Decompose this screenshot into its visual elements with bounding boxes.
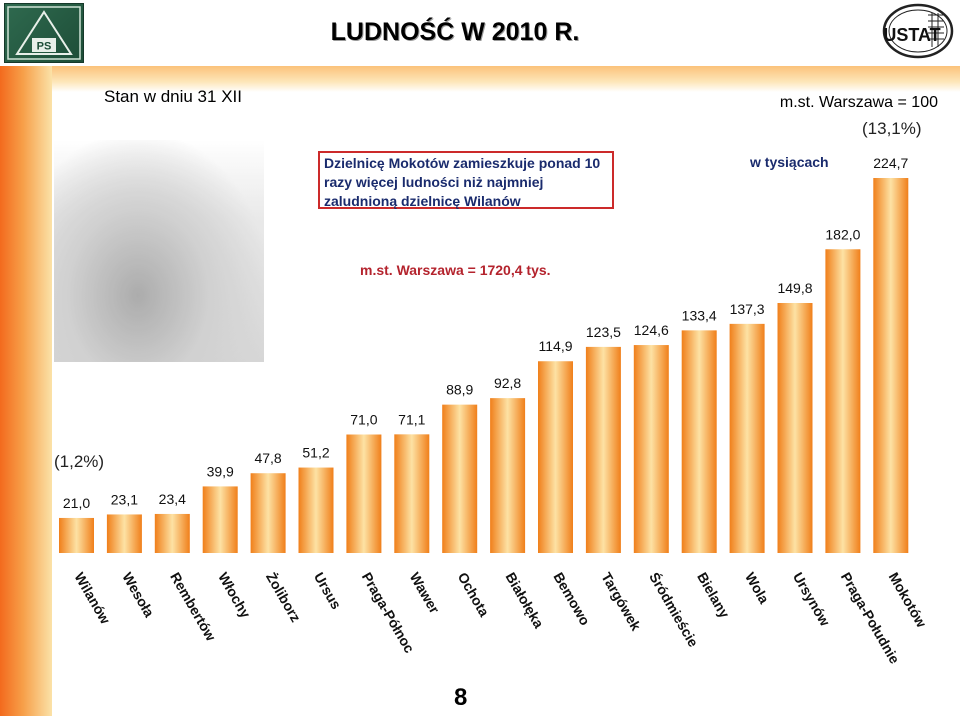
- bar-13: [633, 345, 669, 553]
- bar-value-label: 51,2: [302, 445, 329, 461]
- bar-9: [442, 404, 478, 553]
- category-label: Mokotów: [886, 570, 930, 631]
- crowd-photo: [54, 140, 264, 362]
- bar-value-label: 182,0: [825, 226, 860, 242]
- ps-logo-icon: PS: [7, 6, 81, 60]
- total-label: m.st. Warszawa = 1720,4 tys.: [360, 262, 551, 278]
- bar-value-label: 114,9: [539, 338, 573, 354]
- unit-label: w tysiącach: [750, 154, 829, 170]
- bar-value-label: 137,3: [730, 301, 765, 317]
- ps-logo-text: PS: [37, 41, 52, 53]
- category-label: Bielany: [694, 570, 733, 621]
- ustat-logo: USTAT: [882, 3, 954, 59]
- subtitle: Stan w dniu 31 XII: [104, 87, 242, 106]
- category-label: Białołęka: [503, 570, 548, 631]
- bar-value-label: 123,5: [586, 324, 621, 340]
- category-label: Wilanów: [71, 570, 113, 627]
- left-stripe: [0, 66, 52, 716]
- category-label: Wawer: [407, 570, 443, 617]
- bar-1: [59, 517, 94, 553]
- bar-value-label: 47,8: [254, 450, 281, 466]
- note-box: Dzielnicę Mokotów zamieszkuje ponad 10 r…: [318, 151, 614, 209]
- category-label: Praga-Północ: [359, 570, 418, 656]
- bar-3: [154, 513, 190, 553]
- ustat-logo-text: USTAT: [883, 25, 940, 45]
- category-label: Bemowo: [550, 570, 593, 629]
- category-label: Targówek: [598, 570, 644, 634]
- bar-value-label: 39,9: [207, 463, 234, 479]
- bar-7: [346, 434, 382, 553]
- bar-value-label: 133,4: [682, 307, 717, 323]
- bar-4: [202, 486, 238, 553]
- bar-value-label: 21,0: [63, 495, 90, 511]
- share-min-label: (1,2%): [54, 452, 105, 471]
- bar-12: [585, 346, 621, 553]
- bar-17: [825, 249, 861, 553]
- bar-14: [681, 330, 717, 553]
- category-label: Ursynów: [790, 570, 833, 629]
- reference-note: m.st. Warszawa = 100: [779, 94, 938, 111]
- bar-value-label: 92,8: [494, 375, 521, 391]
- share-max-label: (13,1%): [862, 119, 922, 138]
- category-label: Wola: [742, 570, 773, 607]
- category-label: Włochy: [215, 570, 254, 621]
- bar-5: [250, 473, 286, 553]
- bar-11: [538, 361, 573, 553]
- bar-16: [777, 303, 813, 553]
- category-label: Ursus: [311, 570, 345, 613]
- bar-value-label: 124,6: [634, 322, 669, 338]
- page-title: LUDNOŚĆ W 2010 R.: [330, 18, 580, 46]
- category-label: Żoliborz: [263, 570, 304, 625]
- bar-value-label: 71,1: [398, 411, 425, 427]
- top-band: [0, 66, 960, 92]
- bar-value-label: 71,0: [350, 412, 377, 428]
- bar-15: [729, 323, 765, 553]
- category-label: Ochota: [455, 570, 493, 620]
- bar-value-label: 149,8: [777, 280, 812, 296]
- bar-value-label: 224,7: [873, 155, 908, 171]
- bar-6: [298, 467, 334, 553]
- category-label: Rembertów: [167, 570, 219, 644]
- ustat-logo-icon: USTAT: [882, 3, 954, 59]
- bar-10: [490, 398, 526, 553]
- bar-8: [394, 434, 430, 553]
- ps-logo: PS: [4, 3, 84, 63]
- category-label: Śródmieście: [646, 569, 702, 650]
- bar-18: [873, 178, 909, 553]
- category-label: Wesoła: [119, 570, 157, 620]
- bar-value-label: 88,9: [446, 382, 473, 398]
- bar-value-label: 23,4: [159, 491, 186, 507]
- bar-2: [106, 514, 142, 553]
- bar-value-label: 23,1: [111, 491, 138, 507]
- page-number: 8: [454, 684, 468, 711]
